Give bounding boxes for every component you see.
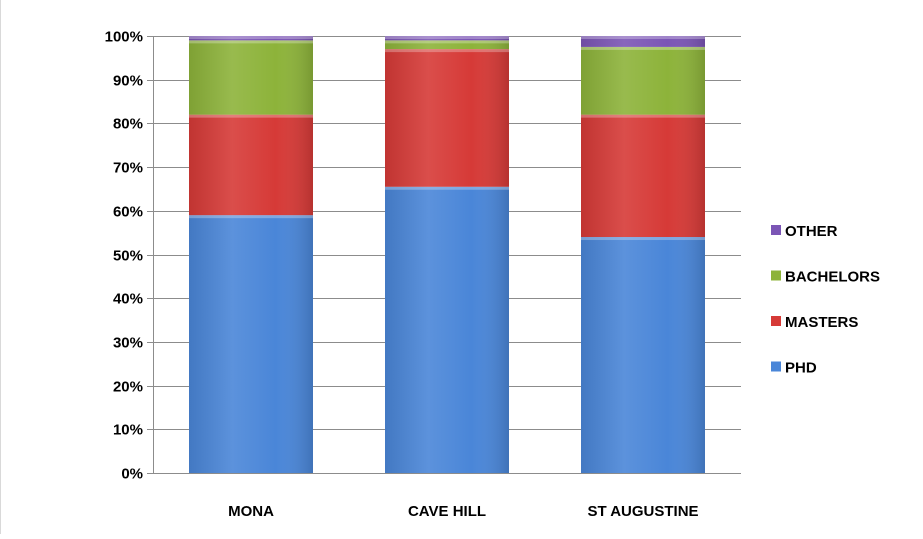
- legend-label: BACHELORS: [785, 269, 880, 286]
- bars: [189, 36, 705, 474]
- bar-segment-other: [189, 36, 313, 41]
- bar-segment-masters: [385, 49, 509, 187]
- y-tick-label: 20%: [113, 379, 143, 396]
- y-tick-label: 40%: [113, 291, 143, 308]
- x-category-label: ST AUGUSTINE: [587, 503, 698, 520]
- bar-segment-bachelors: [189, 40, 313, 115]
- legend-swatch: [771, 225, 781, 235]
- legend-label: OTHER: [785, 223, 838, 240]
- bar-segment-bachelors: [581, 46, 705, 115]
- legend-item-phd: PHD: [771, 360, 817, 377]
- x-category-label: CAVE HILL: [408, 503, 486, 520]
- x-axis-labels: MONA CAVE HILL ST AUGUSTINE: [228, 503, 698, 520]
- bar-segment-masters: [189, 114, 313, 216]
- bar-segment-phd: [189, 215, 313, 474]
- legend: OTHER BACHELORS MASTERS PHD: [771, 223, 880, 377]
- legend-item-other: OTHER: [771, 223, 838, 240]
- y-tick-label: 80%: [113, 116, 143, 133]
- bar-segment-other: [581, 36, 705, 47]
- legend-label: MASTERS: [785, 314, 858, 331]
- y-tick-label: 60%: [113, 204, 143, 221]
- legend-swatch: [771, 361, 781, 372]
- y-tick-label: 90%: [113, 73, 143, 90]
- bar-segment-bachelors: [385, 40, 509, 50]
- bar-segment-phd: [581, 237, 705, 473]
- bar-segment-masters: [581, 114, 705, 238]
- y-tick-label: 30%: [113, 335, 143, 352]
- y-tick-label: 70%: [113, 160, 143, 177]
- y-axis: 0% 10% 20% 30% 40% 50% 60% 70% 80% 90% 100%: [105, 29, 154, 483]
- y-tick-label: 10%: [113, 422, 143, 439]
- bar-segment-other: [385, 36, 509, 41]
- legend-item-bachelors: BACHELORS: [771, 269, 880, 286]
- legend-swatch: [771, 270, 781, 281]
- y-tick-label: 100%: [105, 29, 143, 46]
- legend-item-masters: MASTERS: [771, 314, 858, 331]
- legend-label: PHD: [785, 360, 817, 377]
- y-tick-label: 0%: [121, 466, 143, 483]
- x-category-label: MONA: [228, 503, 274, 520]
- bar-segment-phd: [385, 186, 509, 473]
- y-tick-label: 50%: [113, 248, 143, 265]
- legend-swatch: [771, 316, 781, 326]
